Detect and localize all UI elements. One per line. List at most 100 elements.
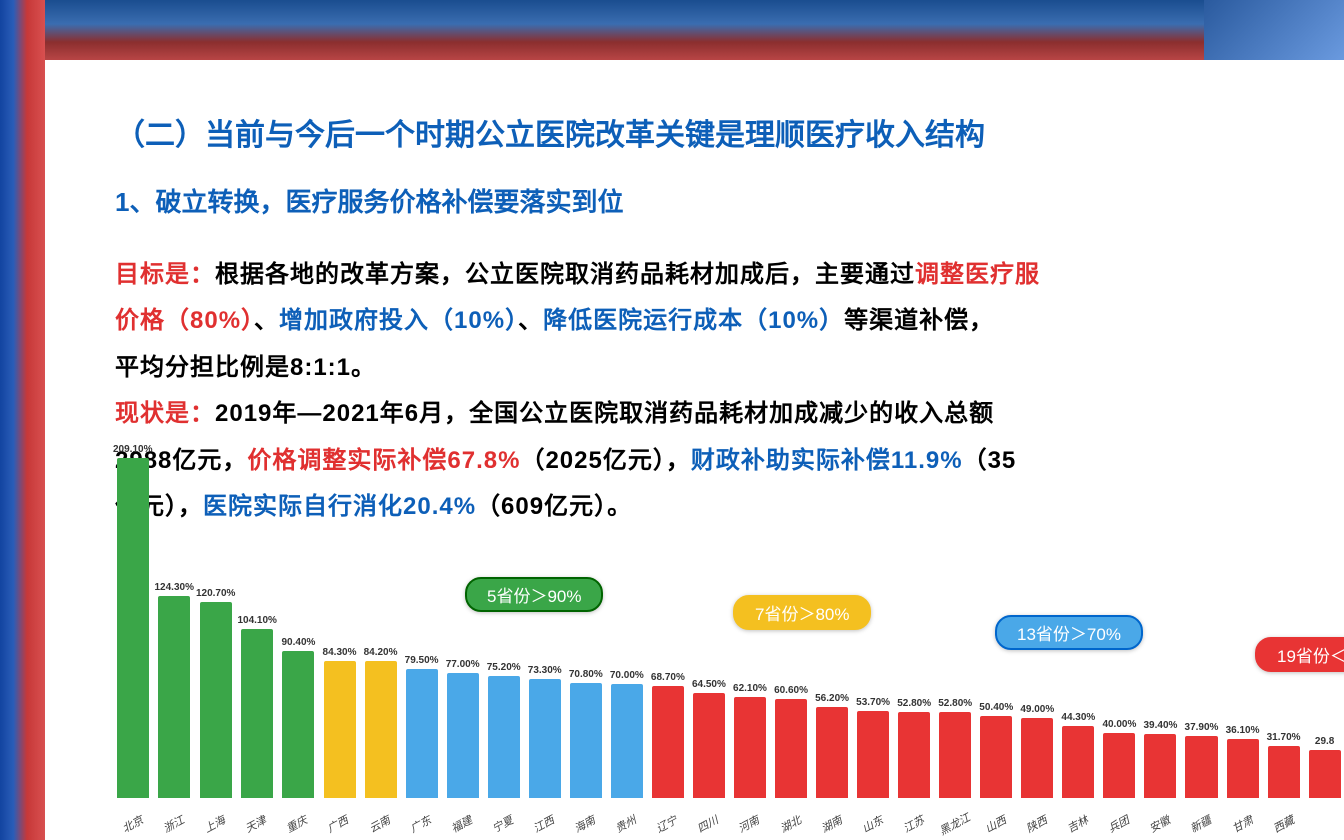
bar-column: 84.20% (361, 647, 400, 798)
bar-column: 64.50% (689, 679, 728, 798)
x-axis-label: 新疆 (1180, 808, 1222, 840)
x-axis-label: 四川 (687, 808, 729, 840)
x-axis-label: 北京 (112, 808, 154, 840)
bar-value-label: 70.00% (610, 670, 644, 681)
paragraph-goal-line1: 目标是：根据各地的改革方案，公立医院取消药品耗材加成后，主要通过调整医疗服 (115, 253, 1344, 297)
bar (898, 712, 930, 798)
bar-value-label: 84.30% (323, 647, 357, 658)
x-axis-label: 辽宁 (646, 808, 688, 840)
bar (1227, 739, 1259, 798)
bar-value-label: 36.10% (1226, 725, 1260, 736)
bar-column: 39.40% (1141, 720, 1180, 798)
bar (652, 686, 684, 798)
bar-value-label: 104.10% (237, 615, 276, 626)
x-axis-label: 云南 (358, 808, 400, 840)
bar-column: 75.20% (484, 662, 523, 798)
text-segment: 、 (254, 307, 279, 334)
slide-content: （二）当前与今后一个时期公立医院改革关键是理顺医疗收入结构 1、破立转换，医疗服… (45, 60, 1344, 840)
bar (1268, 746, 1300, 798)
bar-column: 90.40% (279, 637, 318, 798)
x-axis-label: 浙江 (153, 808, 195, 840)
bar-column: 120.70% (196, 588, 235, 798)
bar-value-label: 64.50% (692, 679, 726, 690)
bar (158, 596, 190, 798)
bar-value-label: 37.90% (1185, 722, 1219, 733)
bar-value-label: 40.00% (1102, 719, 1136, 730)
bar (324, 661, 356, 798)
text-segment: 等渠道补偿， (844, 307, 994, 334)
bar (939, 712, 971, 798)
x-axis-label: 西藏 (1262, 808, 1304, 840)
text-segment: 现状是： (115, 400, 215, 427)
chart-badge: 13省份＞70% (995, 615, 1143, 650)
bar-column: 124.30% (154, 582, 193, 798)
bar-value-label: 70.80% (569, 669, 603, 680)
bar (529, 679, 561, 798)
bar-column: 70.80% (566, 669, 605, 798)
bar-column: 29.8 (1305, 736, 1344, 798)
bar-column: 104.10% (237, 615, 276, 798)
chart-badge: 5省份＞90% (465, 577, 603, 612)
bar-column: 53.70% (854, 697, 893, 798)
x-axis-label: 吉林 (1057, 808, 1099, 840)
bar (693, 693, 725, 798)
bar-value-label: 39.40% (1143, 720, 1177, 731)
bar-column: 49.00% (1018, 704, 1057, 798)
x-axis-label: 山西 (975, 808, 1017, 840)
text-segment: 增加政府投入（10%） (279, 307, 518, 334)
bar-column: 36.10% (1223, 725, 1262, 798)
bar-value-label: 124.30% (154, 582, 193, 593)
bar-column: 70.00% (607, 670, 646, 798)
bar-value-label: 120.70% (196, 588, 235, 599)
x-axis-label: 黑龙江 (933, 808, 975, 840)
bar-value-label: 68.70% (651, 672, 685, 683)
bar-column: 79.50% (402, 655, 441, 798)
bar (447, 673, 479, 798)
bar-value-label: 73.30% (528, 665, 562, 676)
bar-value-label: 53.70% (856, 697, 890, 708)
decorative-city-skyline (1204, 0, 1344, 60)
bar-value-label: 44.30% (1061, 712, 1095, 723)
x-axis-label: 陕西 (1016, 808, 1058, 840)
decorative-banner-left (0, 0, 45, 840)
x-axis-label: 兵团 (1098, 808, 1140, 840)
bar-column: 62.10% (730, 683, 769, 798)
bar-column: 84.30% (320, 647, 359, 798)
paragraph-goal-line2: 价格（80%）、增加政府投入（10%）、降低医院运行成本（10%）等渠道补偿， (115, 299, 1344, 343)
bar-column: 31.70% (1264, 732, 1303, 798)
x-axis-label: 安徽 (1139, 808, 1181, 840)
x-axis-label: 河南 (728, 808, 770, 840)
bar-value-label: 75.20% (487, 662, 521, 673)
bar (117, 458, 149, 798)
bar-value-label: 52.80% (897, 698, 931, 709)
bar (1021, 718, 1053, 798)
bar-value-label: 62.10% (733, 683, 767, 694)
x-axis-label: 海南 (564, 808, 606, 840)
x-axis-label: 天津 (235, 808, 277, 840)
x-axis-label: 湖南 (810, 808, 852, 840)
paragraph-goal-line3: 平均分担比例是8:1:1。 (115, 346, 1344, 390)
bar-column: 68.70% (648, 672, 687, 798)
bar (1062, 726, 1094, 798)
bar-value-label: 84.20% (364, 647, 398, 658)
bar (1103, 733, 1135, 798)
x-axis-label: 湖北 (769, 808, 811, 840)
bar-value-label: 79.50% (405, 655, 439, 666)
text-segment: 平均分担比例是8:1:1。 (115, 354, 376, 381)
bar-chart-x-axis: 北京浙江上海天津重庆广西云南广东福建宁夏江西海南贵州辽宁四川河南湖北湖南山东江苏… (113, 816, 1344, 832)
chart-badge: 19省份＜ (1255, 637, 1344, 672)
slide-title: （二）当前与今后一个时期公立医院改革关键是理顺医疗收入结构 (115, 110, 1344, 154)
text-segment: 根据各地的改革方案，公立医院取消药品耗材加成后，主要通过 (215, 261, 915, 288)
bar (1185, 736, 1217, 798)
text-segment: 降低医院运行成本（10%） (543, 307, 844, 334)
bar-column: 50.40% (977, 702, 1016, 798)
x-axis-label: 广西 (317, 808, 359, 840)
x-axis-label: 重庆 (276, 808, 318, 840)
x-axis-label: 贵州 (605, 808, 647, 840)
text-segment: 调整医疗服 (915, 261, 1040, 288)
bar-value-label: 56.20% (815, 693, 849, 704)
decorative-banner-top (0, 0, 1344, 60)
x-axis-label: 山东 (851, 808, 893, 840)
bar-value-label: 60.60% (774, 685, 808, 696)
bar-column: 60.60% (772, 685, 811, 798)
